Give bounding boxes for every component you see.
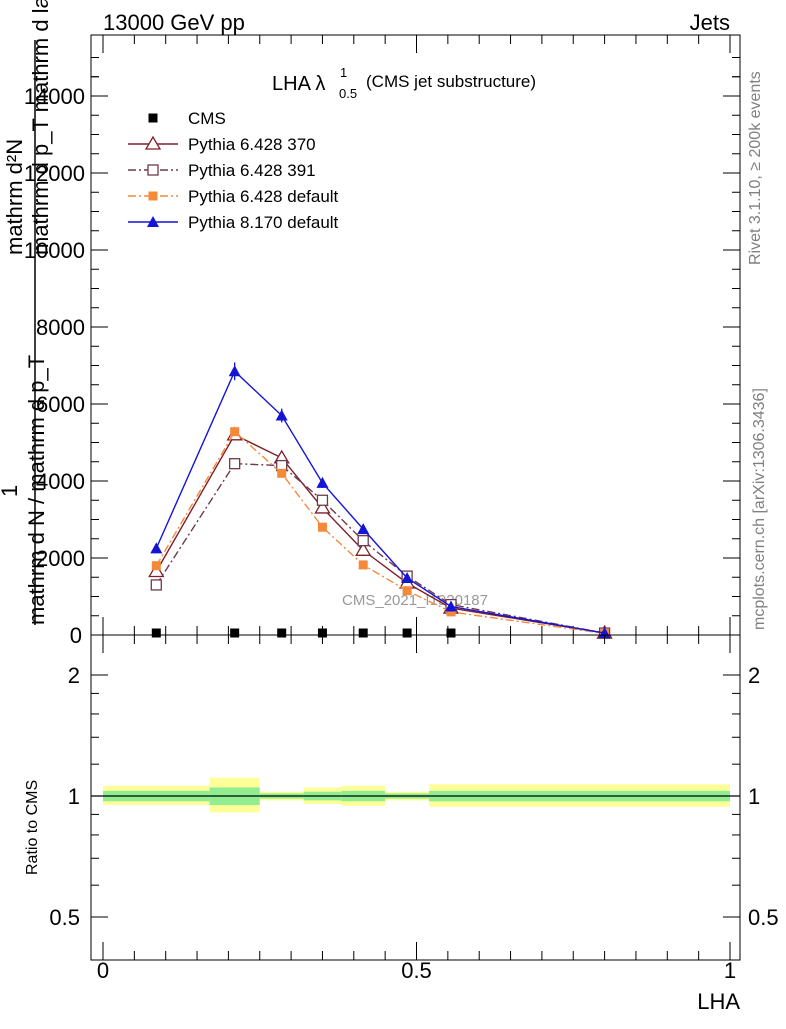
- x-tick-label: 0.5: [401, 958, 432, 983]
- legend-entry: Pythia 6.428 370: [128, 135, 316, 154]
- ratio-plot-frame: [90, 634, 741, 961]
- ratio-y-axis: 0.5 0.5 1 1 2 2: [49, 663, 778, 930]
- legend-label: Pythia 6.428 370: [188, 135, 316, 154]
- y-label-line4: mathrm d N / mathrm d p_T: [24, 355, 49, 625]
- data-point: [317, 522, 327, 532]
- y-tick-label: 8000: [36, 315, 85, 340]
- data-point: [357, 523, 370, 535]
- series-cms: [151, 628, 610, 638]
- x-tick-label: 0: [97, 958, 109, 983]
- y-tick-label: 6000: [36, 392, 85, 417]
- y-label-line2: mathrm d p_T mathrm d lambda: [28, 0, 53, 255]
- data-point: [228, 365, 241, 377]
- legend-label: Pythia 6.428 391: [188, 161, 316, 180]
- ratio-y-tick-label: 2: [68, 663, 80, 688]
- ratio-y-tick-label: 1: [68, 784, 80, 809]
- data-point: [150, 542, 163, 554]
- data-point: [357, 535, 369, 547]
- data-point: [317, 628, 327, 638]
- data-point: [401, 572, 414, 584]
- legend-entry: Pythia 8.170 default: [128, 213, 339, 232]
- data-point: [277, 468, 287, 478]
- series-line: [155, 370, 605, 634]
- data-point: [314, 499, 331, 514]
- ratio-y-tick-label-right: 1: [748, 784, 760, 809]
- data-point: [402, 628, 412, 638]
- data-point: [446, 628, 456, 638]
- ratio-x-axis: 0 0.5 1: [97, 635, 736, 983]
- data-point: [150, 579, 162, 591]
- series-line: [155, 430, 605, 635]
- y-tick-label: 4000: [36, 469, 85, 494]
- x-axis-label: LHA: [697, 989, 740, 1014]
- data-point: [230, 628, 240, 638]
- data-point: [275, 409, 288, 421]
- legend: CMS Pythia 6.428 370 Pythia 6.428 391 Pythi…: [128, 109, 339, 232]
- mcplots-label: mcplots.cern.ch [arXiv:1306.3436]: [751, 388, 768, 630]
- ratio-bands: [103, 777, 730, 813]
- plot-title-sub: 0.5: [339, 86, 357, 101]
- rivet-label: Rivet 3.1.10, ≥ 200k events: [747, 71, 764, 265]
- plot-title-sup: 1: [340, 65, 347, 80]
- legend-entry: Pythia 6.428 391: [128, 161, 316, 180]
- legend-marker: [147, 216, 159, 227]
- data-point: [277, 628, 287, 638]
- plot-title-suffix: (CMS jet substructure): [366, 72, 536, 91]
- legend-entry: CMS: [148, 109, 226, 128]
- data-point: [358, 560, 368, 570]
- data-point: [230, 427, 240, 437]
- series-layer: [148, 362, 613, 639]
- process-label: Jets: [690, 10, 730, 35]
- data-point: [355, 542, 372, 556]
- y-tick-label: 12000: [24, 161, 85, 186]
- legend-marker: [147, 164, 159, 176]
- collision-label: 13000 GeV pp: [103, 10, 245, 35]
- data-point: [446, 607, 456, 617]
- y-tick-label: 14000: [24, 84, 85, 109]
- legend-marker: [148, 191, 158, 201]
- y-axis-label: mathrm d²N mathrm d p_T mathrm d lambda …: [0, 0, 53, 625]
- ratio-y-label: Ratio to CMS: [24, 780, 41, 875]
- main-y-axis: 0 2000 4000 6000 8000 10000 12000 14000: [24, 57, 740, 648]
- y-tick-label: 2000: [36, 546, 85, 571]
- legend-marker: [144, 135, 162, 150]
- data-point: [444, 600, 457, 612]
- y-tick-label: 10000: [24, 238, 85, 263]
- y-label-line1: mathrm d²N: [2, 139, 27, 255]
- legend-marker: [148, 113, 158, 123]
- data-point: [151, 628, 161, 638]
- y-tick-label: 0: [70, 623, 82, 648]
- legend-label: Pythia 6.428 default: [188, 187, 339, 206]
- main-x-axis: [102, 35, 731, 635]
- legend-label: CMS: [188, 109, 226, 128]
- series-line: [155, 462, 605, 634]
- legend-label: Pythia 8.170 default: [188, 213, 339, 232]
- data-point: [402, 586, 412, 596]
- ratio-y-tick-label: 0.5: [49, 905, 80, 930]
- ratio-y-tick-label-right: 2: [748, 663, 760, 688]
- data-point: [151, 561, 161, 571]
- x-tick-label: 1: [724, 958, 736, 983]
- data-point: [148, 563, 165, 578]
- plot-title: LHA λ 1 0.5 (CMS jet substructure): [272, 65, 536, 101]
- y-label-line3: 1: [0, 485, 22, 497]
- data-point: [229, 458, 241, 470]
- data-point: [358, 628, 368, 638]
- data-point: [316, 494, 329, 506]
- plot-title-text: LHA λ: [272, 73, 325, 95]
- data-point: [316, 476, 329, 488]
- ratio-y-tick-label-right: 0.5: [748, 905, 779, 930]
- legend-entry: Pythia 6.428 default: [128, 187, 339, 206]
